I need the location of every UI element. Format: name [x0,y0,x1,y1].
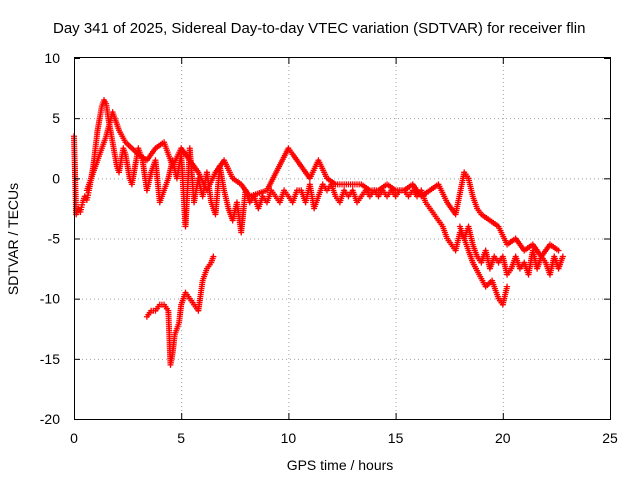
y-tick-label: 0 [52,170,60,186]
y-tick-label: 10 [44,50,60,66]
data-point [555,247,562,254]
data-points [71,97,566,368]
axis-ticks: 0 5 10 15 20 25 -20 -15 -10 -5 0 5 10 [40,50,618,446]
data-point [559,253,566,260]
y-tick-label: -10 [40,291,60,307]
x-tick-label: 0 [70,430,78,446]
x-axis-label: GPS time / hours [287,457,394,473]
y-tick-label: -20 [40,411,60,427]
y-tick-label: -5 [48,231,61,247]
x-tick-label: 10 [281,430,297,446]
grid-lines [74,58,610,419]
data-point [210,253,217,260]
chart-title: Day 341 of 2025, Sidereal Day-to-day VTE… [53,20,585,37]
x-tick-label: 25 [602,430,618,446]
y-axis-label: SDTVAR / TECUs [5,183,21,295]
y-tick-label: 5 [52,110,60,126]
x-tick-label: 20 [495,430,511,446]
data-point [504,283,511,290]
x-tick-label: 15 [388,430,404,446]
y-tick-label: -15 [40,351,60,367]
x-tick-label: 5 [177,430,185,446]
